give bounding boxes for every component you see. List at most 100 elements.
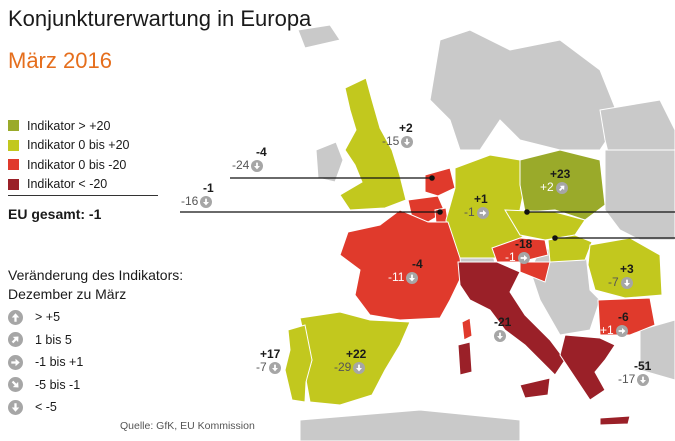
arrow-down-icon [637, 373, 650, 386]
change-legend-label: > +5 [35, 310, 61, 325]
label-poland: +23 +2 [540, 168, 570, 194]
arrow-right-icon [8, 354, 23, 370]
arrow-down-icon [620, 276, 633, 289]
change-legend-item: -5 bis -1 [8, 374, 83, 397]
change-germany: -1 [464, 205, 475, 219]
legend-swatch [8, 139, 19, 151]
leader-dot-belgium [429, 175, 435, 181]
value-spain: +22 [346, 347, 367, 361]
arrow-up-right-icon [555, 181, 568, 194]
color-legend: Indikator > +20 Indikator 0 bis +20 Indi… [8, 116, 130, 194]
italy-shape [457, 261, 566, 376]
divider [8, 195, 158, 196]
change-legend-item: 1 bis 5 [8, 329, 83, 352]
change-austria: -1 [505, 250, 516, 264]
label-luxembourg: -1 -16 [181, 182, 214, 208]
value-greece: -51 [634, 359, 652, 373]
change-legend-label: -1 bis +1 [35, 355, 84, 370]
arrow-right-icon [476, 206, 489, 219]
hungary-shape [547, 234, 593, 263]
change-legend-item: -1 bis +1 [8, 351, 83, 374]
value-belgium: -4 [256, 145, 267, 159]
change-belgium: -24 [232, 158, 250, 172]
change-greece: -17 [618, 372, 636, 386]
legend-label: Indikator > +20 [27, 118, 111, 133]
legend-item: Indikator 0 bis +20 [8, 136, 130, 156]
change-poland: +2 [540, 180, 554, 194]
legend-item: Indikator 0 bis -20 [8, 155, 130, 175]
value-italy: -21 [494, 315, 512, 329]
label-greece: -51 -17 [618, 360, 651, 386]
leader-dot-hungary [552, 235, 558, 241]
change-italy: -20 [475, 328, 493, 342]
page-subtitle: März 2016 [8, 48, 112, 73]
scandinavia-shape [429, 29, 621, 151]
corsica-shape [461, 317, 473, 341]
change-portugal: -7 [256, 360, 267, 374]
label-france: -4 -11 [388, 258, 423, 284]
bulgaria-shape [597, 297, 656, 336]
change-title-line-1: Veränderung des Indikators: [8, 267, 184, 283]
label-italy: -21 -20 [475, 316, 511, 342]
arrow-right-icon [517, 251, 530, 264]
change-legend-item: > +5 [8, 306, 83, 329]
change-legend-item: < -5 [8, 396, 83, 419]
change-uk: -15 [382, 134, 400, 148]
label-germany: +1 -1 [464, 193, 489, 219]
value-uk: +2 [399, 121, 413, 135]
turkey-shape [639, 319, 675, 381]
legend-swatch [8, 120, 19, 132]
legend-item: Indikator > +20 [8, 116, 130, 136]
eu-total: EU gesamt: -1 [8, 206, 102, 222]
value-portugal: +17 [260, 347, 281, 361]
arrow-down-icon [401, 135, 414, 148]
change-legend-label: < -5 [35, 400, 57, 415]
leader-dot-czech [524, 209, 530, 215]
arrow-down-icon [268, 361, 281, 374]
arrow-down-icon [251, 159, 264, 172]
arrow-down-right-icon [8, 377, 23, 393]
arrow-right-icon [615, 324, 628, 337]
label-portugal: +17 -7 [256, 348, 281, 374]
change-romania: -7 [608, 275, 619, 289]
label-austria: -18 -1 [505, 238, 532, 264]
change-spain: -29 [334, 360, 352, 374]
change-legend-label: 1 bis 5 [35, 332, 72, 347]
legend-swatch [8, 178, 19, 190]
value-luxembourg: -1 [203, 181, 214, 195]
page-title: Konjunkturerwartung in Europa [8, 6, 312, 31]
legend-label: Indikator 0 bis +20 [27, 138, 130, 153]
ireland-shape [315, 141, 344, 183]
croatia-shape [519, 261, 551, 283]
arrow-up-right-icon [8, 332, 23, 348]
arrow-down-icon [353, 361, 366, 374]
greece-shape [559, 334, 616, 401]
arrow-down-icon [8, 399, 23, 415]
legend-swatch [8, 159, 19, 171]
label-belgium: -4 -24 [232, 146, 267, 172]
sicily-shape [519, 377, 551, 399]
label-uk: +2 -15 [382, 121, 414, 148]
value-bulgaria: -6 [618, 310, 629, 324]
north-africa-shape [299, 409, 521, 441]
baltic-shape [599, 99, 675, 161]
iceland-shape [297, 24, 341, 49]
label-romania: +3 -7 [608, 263, 634, 289]
arrow-down-icon [406, 271, 419, 284]
change-legend-label: -5 bis -1 [35, 377, 81, 392]
netherlands-shape [424, 167, 456, 197]
arrow-down-icon [200, 195, 213, 208]
change-title-line-2: Dezember zu März [8, 286, 127, 302]
value-austria: -18 [515, 237, 533, 251]
sardinia-shape [457, 341, 473, 376]
label-spain: +22 -29 [334, 348, 366, 374]
legend-item: Indikator < -20 [8, 175, 130, 195]
crete-shape [599, 415, 631, 426]
source-note: Quelle: GfK, EU Kommission [120, 420, 255, 432]
leader-dot-luxembourg [437, 209, 443, 215]
france-shape [339, 209, 463, 321]
value-france: -4 [412, 257, 423, 271]
change-luxembourg: -16 [181, 194, 199, 208]
legend-label: Indikator < -20 [27, 177, 108, 192]
